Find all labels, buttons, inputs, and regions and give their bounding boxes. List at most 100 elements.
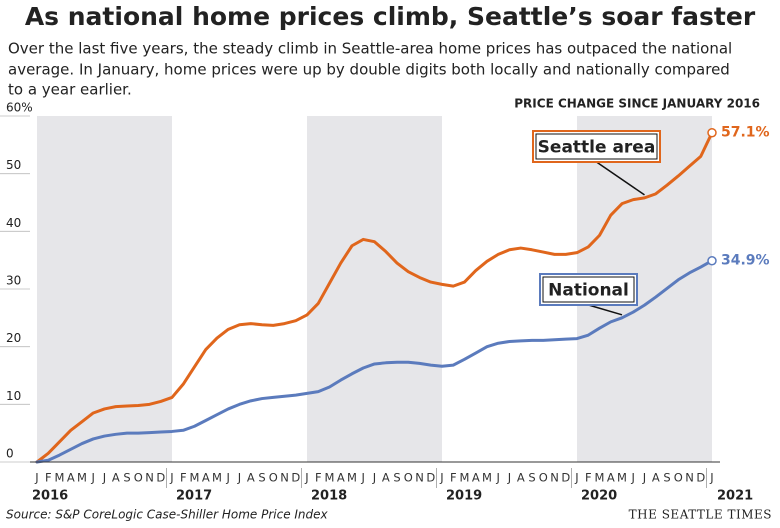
y-axis-label: PRICE CHANGE SINCE JANUARY 2016 xyxy=(514,97,760,111)
x-tick-label: A xyxy=(472,471,480,485)
callout-pointer xyxy=(596,161,645,196)
x-tick-label: M xyxy=(77,471,87,485)
x-tick-label: M xyxy=(190,471,200,485)
x-tick-label: D xyxy=(156,471,165,485)
x-tick-label: J xyxy=(439,471,443,485)
x-tick-label: J xyxy=(631,471,635,485)
subtitle: average. In January, home prices were up… xyxy=(8,61,730,79)
x-tick-label: J xyxy=(226,471,230,485)
subtitle: Over the last five years, the steady cli… xyxy=(8,40,732,58)
x-tick-label: N xyxy=(280,471,289,485)
year-band xyxy=(307,116,442,462)
x-tick-label: M xyxy=(347,471,357,485)
x-tick-label: O xyxy=(269,471,278,485)
x-tick-label: D xyxy=(291,471,300,485)
x-tick-label: J xyxy=(642,471,646,485)
data-label: 34.9% xyxy=(721,253,770,269)
x-tick-label: O xyxy=(134,471,143,485)
year-label: 2020 xyxy=(581,489,617,504)
x-tick-label: J xyxy=(102,471,106,485)
y-tick-label: 0 xyxy=(6,447,14,461)
x-tick-label: S xyxy=(663,471,670,485)
legend-label: National xyxy=(548,281,629,301)
x-tick-label: J xyxy=(709,471,713,485)
x-tick-label: A xyxy=(652,471,660,485)
x-tick-label: J xyxy=(496,471,500,485)
x-tick-label: F xyxy=(585,471,592,485)
year-label: 2017 xyxy=(176,489,212,504)
series-line xyxy=(35,259,714,464)
x-tick-label: A xyxy=(607,471,615,485)
x-tick-label: O xyxy=(674,471,683,485)
callout-box xyxy=(539,273,638,306)
x-tick-label: N xyxy=(415,471,424,485)
x-tick-label: F xyxy=(315,471,322,485)
year-label: 2016 xyxy=(32,489,68,504)
x-tick-label: O xyxy=(539,471,548,485)
x-tick-label: N xyxy=(685,471,694,485)
y-tick-label: 20 xyxy=(6,331,21,345)
plot: 57.1% 34.9% xyxy=(35,125,770,464)
subtitle: to a year earlier. xyxy=(8,81,132,99)
y-tick-label: 30 xyxy=(6,274,21,288)
x-tick-label: J xyxy=(574,471,578,485)
callout-box xyxy=(532,130,661,163)
x-tick-label: M xyxy=(212,471,222,485)
x-tick-label: J xyxy=(237,471,241,485)
x-tick-label: F xyxy=(180,471,187,485)
x-tick-label: J xyxy=(304,471,308,485)
x-tick-label: F xyxy=(45,471,52,485)
legend-label: Seattle area xyxy=(538,138,656,158)
chart-title: As national home prices climb, Seattle’s… xyxy=(25,2,756,31)
x-tick-label: J xyxy=(507,471,511,485)
y-tick-label: 40 xyxy=(6,216,21,230)
year-label: 2018 xyxy=(311,489,347,504)
x-tick-label: J xyxy=(91,471,95,485)
x-tick-label: N xyxy=(550,471,559,485)
callout-inner xyxy=(542,276,635,303)
series-line xyxy=(35,131,714,464)
x-tick-label: A xyxy=(247,471,255,485)
x-tick-label: D xyxy=(696,471,705,485)
data-label: 57.1% xyxy=(721,125,770,141)
year-label: 2021 xyxy=(717,489,753,504)
x-tick-label: M xyxy=(325,471,335,485)
x-tick-label: A xyxy=(517,471,525,485)
x-tick-label: J xyxy=(372,471,376,485)
x-tick-label: S xyxy=(123,471,130,485)
x-tick-label: S xyxy=(528,471,535,485)
end-marker xyxy=(707,255,717,266)
x-tick-label: J xyxy=(169,471,173,485)
x-tick-label: A xyxy=(202,471,210,485)
x-tick-label: M xyxy=(617,471,627,485)
y-tick-label: 50 xyxy=(6,158,21,172)
y-tick-label: 60% xyxy=(6,101,33,115)
x-tick-label: A xyxy=(337,471,345,485)
credit: THE SEATTLE TIMES xyxy=(629,508,772,522)
y-tick-label: 10 xyxy=(6,389,21,403)
x-tick-label: A xyxy=(382,471,390,485)
x-tick-label: M xyxy=(595,471,605,485)
x-tick-label: D xyxy=(426,471,435,485)
x-tick-label: S xyxy=(393,471,400,485)
x-tick-label: O xyxy=(404,471,413,485)
callout-pointer xyxy=(588,304,623,316)
x-tick-label: M xyxy=(55,471,65,485)
x-tick-label: S xyxy=(258,471,265,485)
x-tick-label: D xyxy=(561,471,570,485)
x-tick-label: M xyxy=(460,471,470,485)
x-tick-label: J xyxy=(361,471,365,485)
x-tick-label: J xyxy=(34,471,38,485)
year-bands xyxy=(37,116,712,462)
x-tick-label: M xyxy=(482,471,492,485)
x-tick-label: A xyxy=(112,471,120,485)
x-tick-label: F xyxy=(450,471,457,485)
callout-inner xyxy=(535,133,658,160)
x-tick-label: N xyxy=(145,471,154,485)
x-tick-label: A xyxy=(67,471,75,485)
end-marker xyxy=(707,127,717,138)
source: Source: S&P CoreLogic Case-Shiller Home … xyxy=(6,508,329,522)
year-label: 2019 xyxy=(446,489,482,504)
